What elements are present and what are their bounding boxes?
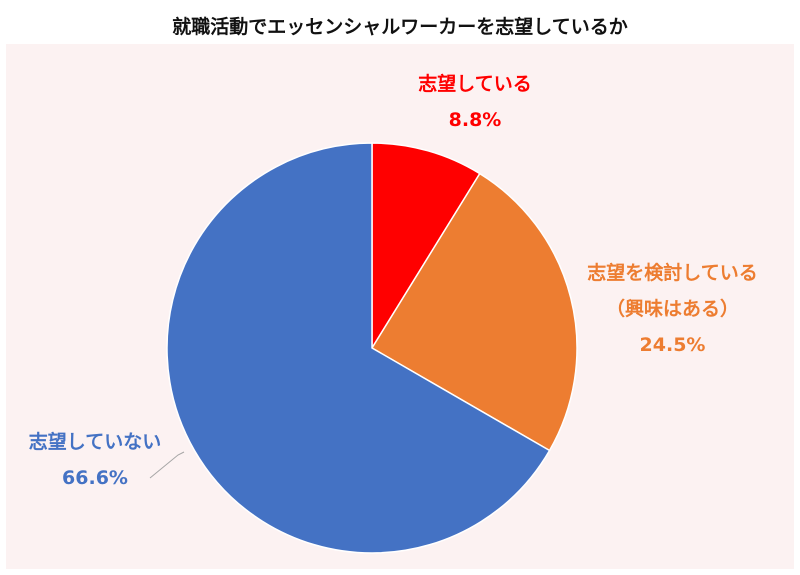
leader-line: [149, 451, 185, 479]
slice-shibou-shiteiru: [371, 142, 481, 351]
label-shibou-shiteinai: 志望していない 66.6%: [10, 424, 180, 496]
slice-label-name: 志望していない: [28, 431, 162, 453]
label-kentou: 志望を検討している （興味はある） 24.5%: [560, 255, 785, 363]
slice-label-value: 66.6%: [62, 467, 128, 489]
slice-shibou-shiteinai: [166, 142, 551, 554]
slice-label-name: 志望している: [418, 73, 532, 95]
slice-label-name-line2: （興味はある）: [605, 298, 739, 320]
chart-title: 就職活動でエッセンシャルワーカーを志望しているか: [172, 16, 628, 38]
slice-label-value: 8.8%: [448, 109, 502, 131]
slice-label-value: 24.5%: [639, 334, 706, 356]
label-shibou-shiteiru: 志望している 8.8%: [395, 66, 555, 138]
slice-kentou: [370, 172, 578, 452]
slice-label-name-line1: 志望を検討している: [587, 262, 758, 284]
